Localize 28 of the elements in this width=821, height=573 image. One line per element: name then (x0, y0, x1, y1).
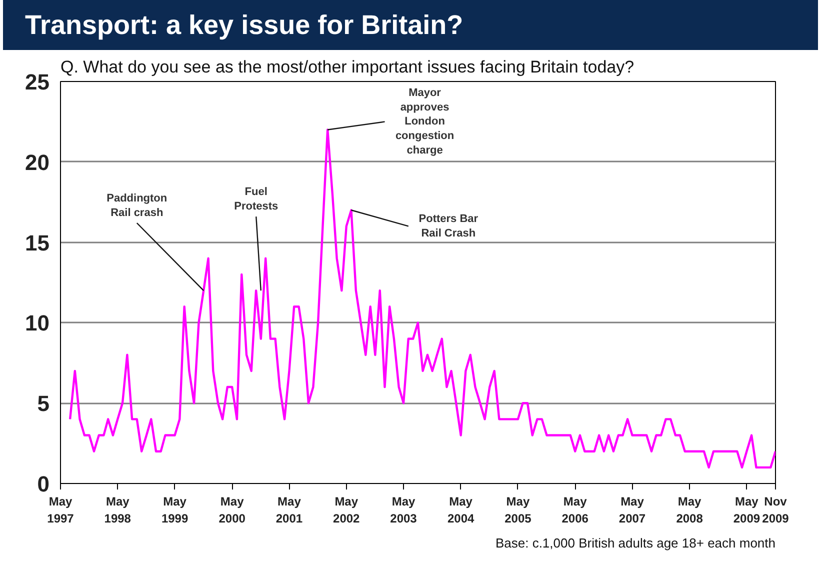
x-tick-label: May 2009 (733, 494, 760, 526)
x-tick-label: May 2008 (676, 494, 704, 526)
annotation: Fuel Protests (234, 186, 278, 213)
x-tick-label: May 2003 (390, 494, 418, 526)
x-tick-label: May 2001 (276, 494, 303, 526)
x-tick-label: May 2005 (504, 494, 532, 526)
x-tick-label: May 2004 (447, 494, 474, 526)
y-tick-label: 10 (25, 310, 50, 336)
y-tick-label: 20 (25, 150, 50, 175)
y-tick-label: 15 (25, 230, 50, 256)
line-series (68, 128, 776, 469)
x-tick-label: May 2002 (333, 494, 360, 526)
x-tick-label: May 2006 (562, 494, 589, 526)
x-tick-label: May 1999 (161, 494, 188, 526)
x-tick-label: May 1998 (104, 494, 132, 526)
x-tick-label: May 2007 (618, 494, 646, 526)
y-tick-label: 5 (37, 391, 50, 416)
chart-title: Transport: a key issue for Britain? (25, 9, 464, 42)
annotation: Paddington Rail crash (106, 192, 168, 220)
x-tick-label: Nov 2009 (762, 494, 790, 526)
annotation: Mayor approves London congestion charge (395, 86, 454, 156)
y-tick-label: 25 (25, 70, 50, 94)
text: Base: c.1,000 British adults age 18+ each month (495, 536, 776, 550)
annotation: Potters Bar Rail Crash (418, 213, 479, 240)
y-tick-label: 0 (37, 472, 50, 496)
x-tick-label: May 1997 (47, 494, 74, 526)
x-tick-label: May 2000 (218, 494, 246, 526)
chart-subtitle: Q. What do you see as the most/other important issues facing Britain today? (60, 58, 634, 76)
